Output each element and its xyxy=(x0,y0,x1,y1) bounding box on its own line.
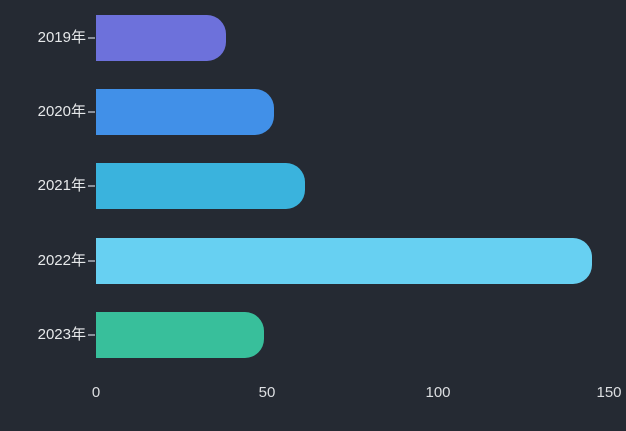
bar-2020年 xyxy=(96,89,274,135)
x-axis-tick-label: 150 xyxy=(596,384,622,401)
y-tick-mark xyxy=(88,334,95,336)
y-axis-label: 2022年 xyxy=(37,252,86,269)
y-tick-mark xyxy=(88,185,95,187)
bar-2021年 xyxy=(96,163,305,209)
y-axis-label: 2019年 xyxy=(37,29,86,46)
y-tick-mark xyxy=(88,37,95,39)
y-axis-label: 2021年 xyxy=(37,177,86,194)
bar-2019年 xyxy=(96,15,226,61)
y-tick-mark xyxy=(88,111,95,113)
y-axis-label: 2020年 xyxy=(37,103,86,120)
x-axis-tick-label: 50 xyxy=(258,384,276,401)
x-axis-tick-label: 100 xyxy=(425,384,451,401)
bar-2022年 xyxy=(96,238,592,284)
y-axis-label: 2023年 xyxy=(37,326,86,343)
x-axis-tick-label: 0 xyxy=(91,384,101,401)
y-tick-mark xyxy=(88,260,95,262)
bar-2023年 xyxy=(96,312,264,358)
